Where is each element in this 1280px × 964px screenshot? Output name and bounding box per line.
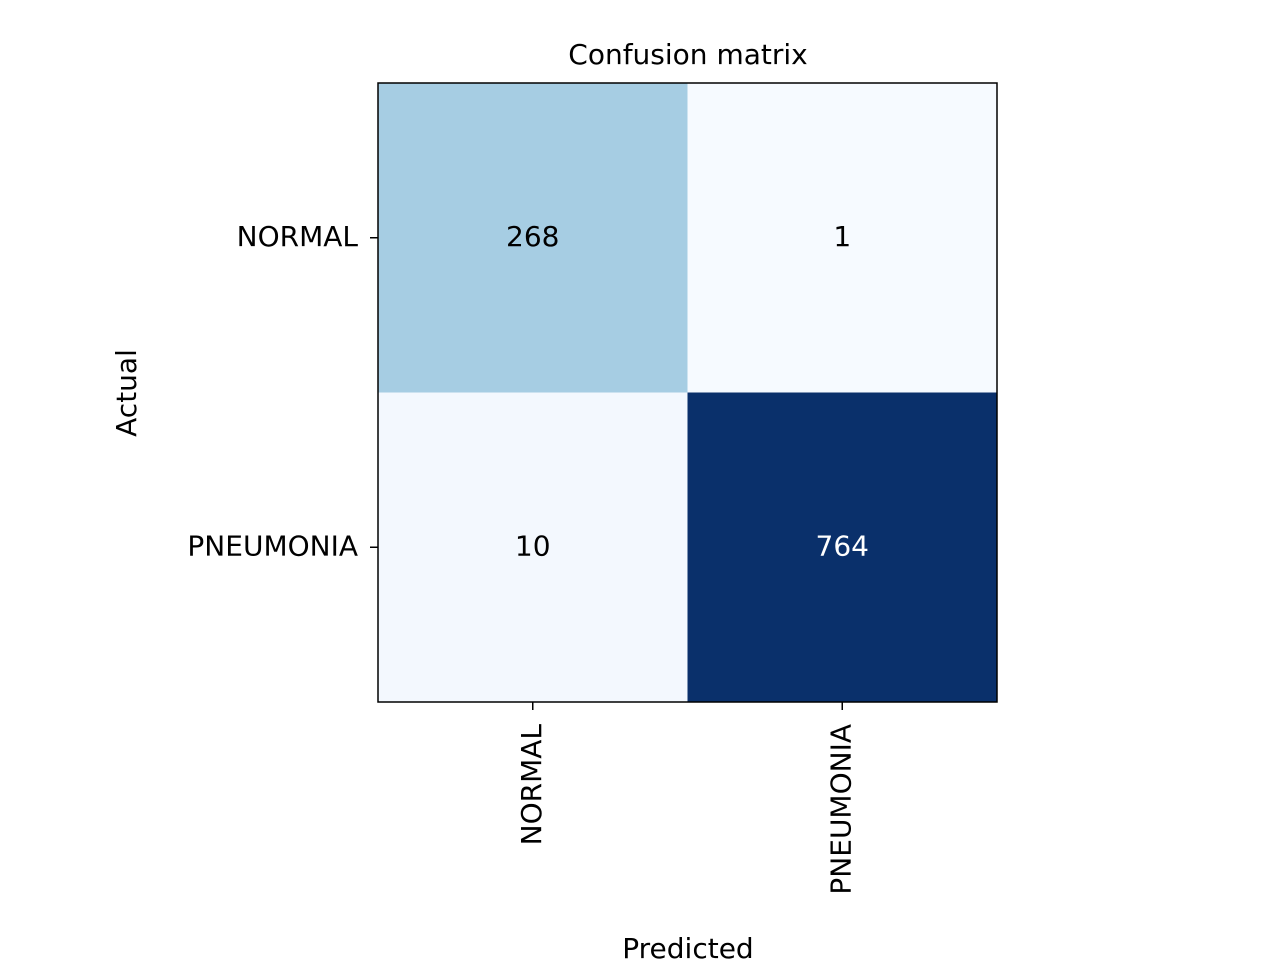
cell-value-label: 1 xyxy=(833,220,851,253)
heatmap-cell xyxy=(687,392,997,702)
x-axis-ticks: NORMAL PNEUMONIA xyxy=(515,702,857,895)
x-axis-label: Predicted xyxy=(622,932,753,960)
heatmap-cell xyxy=(378,392,688,702)
y-axis-ticks: NORMAL PNEUMONIA xyxy=(187,220,378,562)
cell-value-label: 764 xyxy=(816,529,869,562)
plot-frame xyxy=(377,82,998,703)
chart-title: Confusion matrix xyxy=(568,38,807,71)
y-axis-label: Actual xyxy=(110,349,143,437)
y-tick-label: NORMAL xyxy=(237,220,359,253)
heatmap-cell xyxy=(378,83,688,393)
y-tick-label: PNEUMONIA xyxy=(187,529,358,562)
cell-value-label: 10 xyxy=(515,529,551,562)
cell-value-label: 268 xyxy=(506,220,559,253)
x-tick-label: PNEUMONIA xyxy=(824,724,857,895)
cell-value-labels: 268 1 10 764 xyxy=(506,220,869,563)
heatmap-cell xyxy=(687,83,997,393)
heatmap-cells xyxy=(378,83,997,702)
x-tick-label: NORMAL xyxy=(515,724,548,846)
